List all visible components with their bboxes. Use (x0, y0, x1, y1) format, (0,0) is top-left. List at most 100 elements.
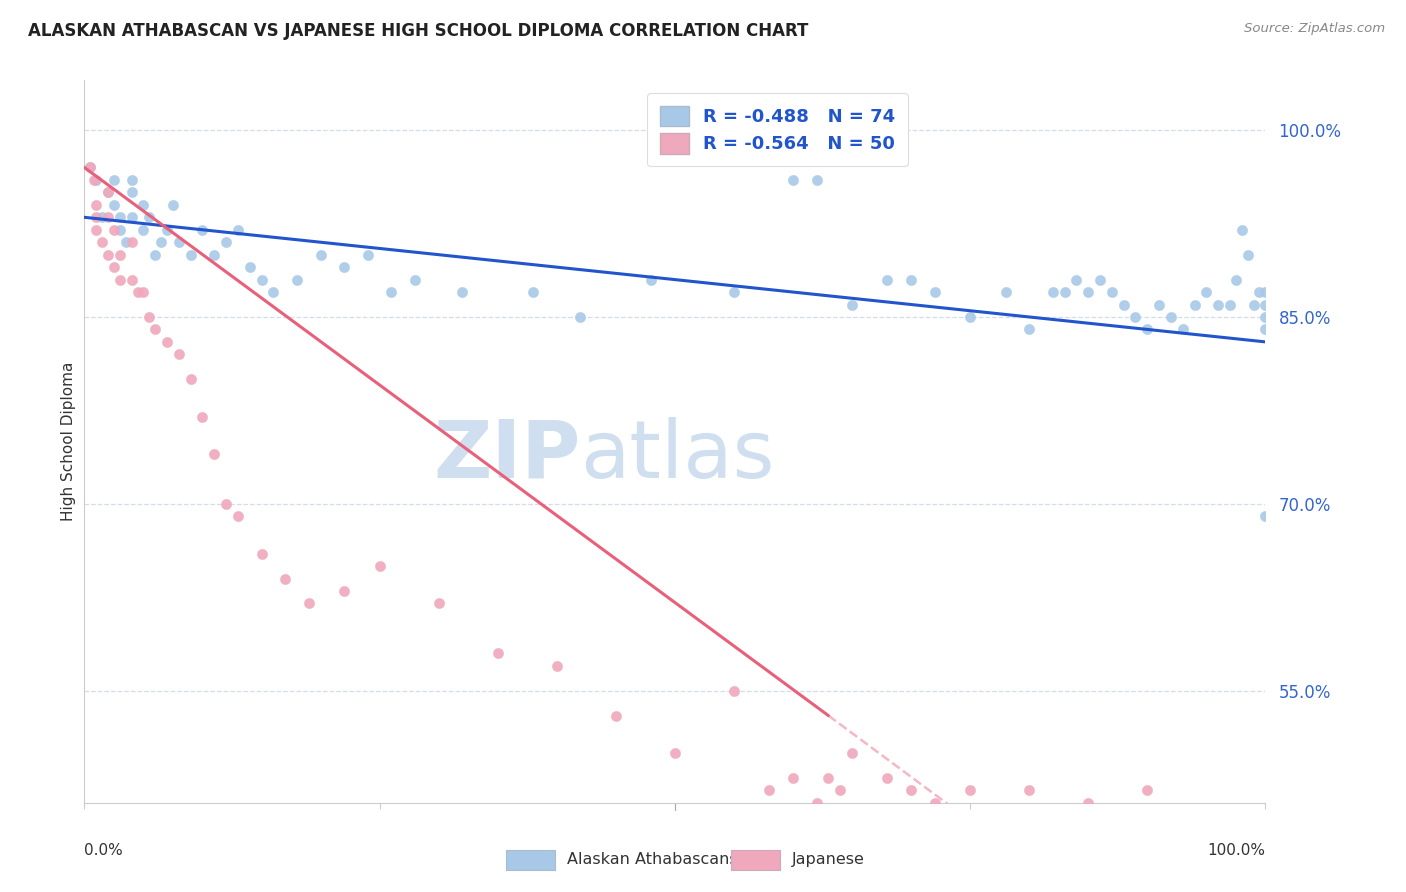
Point (900, 783, 922, 797)
Text: Source: ZipAtlas.com: Source: ZipAtlas.com (1244, 22, 1385, 36)
Point (1125, 310, 1147, 324)
Point (427, 597, 450, 611)
Point (357, 248, 380, 262)
Point (1254, 310, 1277, 324)
Text: Japanese: Japanese (792, 853, 865, 867)
Point (924, 285, 946, 299)
Point (138, 211, 160, 225)
Point (250, 272, 273, 286)
Point (1195, 285, 1218, 299)
Point (191, 409, 214, 424)
Point (97, 211, 120, 225)
Point (830, 783, 852, 797)
Point (486, 646, 509, 660)
Point (108, 223, 131, 237)
Point (84, 211, 107, 225)
Legend: R = -0.488   N = 74, R = -0.564   N = 50: R = -0.488 N = 74, R = -0.564 N = 50 (647, 93, 908, 166)
Point (333, 584, 356, 599)
Point (108, 211, 131, 225)
Point (368, 559, 391, 574)
Point (876, 771, 898, 785)
Point (239, 260, 262, 274)
Point (121, 272, 143, 286)
Point (103, 173, 125, 187)
Point (1077, 285, 1099, 299)
Point (156, 223, 179, 237)
Point (84, 198, 107, 212)
Point (546, 658, 568, 673)
Point (167, 347, 190, 361)
Point (333, 260, 356, 274)
Text: 0.0%: 0.0% (84, 843, 124, 857)
Point (959, 310, 981, 324)
Point (1254, 297, 1277, 311)
Point (1184, 297, 1206, 311)
Point (121, 235, 143, 250)
Text: ALASKAN ATHABASCAN VS JAPANESE HIGH SCHOOL DIPLOMA CORRELATION CHART: ALASKAN ATHABASCAN VS JAPANESE HIGH SCHO… (28, 22, 808, 40)
Point (202, 248, 225, 262)
Point (1254, 322, 1277, 336)
Point (250, 547, 273, 561)
Point (298, 597, 321, 611)
Point (162, 198, 184, 212)
Point (782, 173, 804, 187)
Point (202, 447, 225, 461)
Point (97, 186, 120, 200)
Point (522, 285, 544, 299)
Point (143, 322, 166, 336)
Point (1077, 796, 1099, 810)
Point (451, 285, 474, 299)
Point (226, 509, 249, 524)
Point (806, 173, 828, 187)
Point (79, 161, 101, 175)
Point (121, 173, 143, 187)
Point (569, 310, 592, 324)
Point (79, 161, 101, 175)
Point (841, 297, 863, 311)
Point (180, 248, 202, 262)
Point (723, 683, 745, 698)
Point (1147, 297, 1170, 311)
Point (108, 248, 131, 262)
Point (132, 285, 155, 299)
Text: Alaskan Athabascans: Alaskan Athabascans (567, 853, 737, 867)
Point (127, 285, 149, 299)
Point (1225, 272, 1247, 286)
Point (841, 746, 863, 760)
Point (1206, 297, 1229, 311)
Point (108, 272, 131, 286)
Point (121, 211, 143, 225)
Point (723, 285, 745, 299)
Point (1101, 285, 1123, 299)
Point (806, 796, 828, 810)
Text: 100.0%: 100.0% (1208, 843, 1265, 857)
Point (156, 334, 179, 349)
Point (97, 248, 120, 262)
Point (103, 223, 125, 237)
Point (876, 272, 898, 286)
Point (1254, 285, 1277, 299)
Point (84, 173, 107, 187)
Point (664, 746, 686, 760)
Point (1018, 322, 1040, 336)
Point (226, 223, 249, 237)
Point (1112, 297, 1135, 311)
Point (1018, 783, 1040, 797)
Point (1249, 285, 1271, 299)
Point (1088, 272, 1111, 286)
Point (994, 285, 1017, 299)
Point (91, 211, 114, 225)
Point (1136, 322, 1159, 336)
Point (150, 235, 173, 250)
Point (83, 173, 105, 187)
Point (1171, 322, 1194, 336)
Point (959, 783, 981, 797)
Point (215, 497, 238, 511)
Point (84, 223, 107, 237)
Point (380, 285, 402, 299)
Point (180, 372, 202, 386)
Point (924, 796, 946, 810)
Point (404, 272, 426, 286)
Point (900, 272, 922, 286)
Point (143, 248, 166, 262)
